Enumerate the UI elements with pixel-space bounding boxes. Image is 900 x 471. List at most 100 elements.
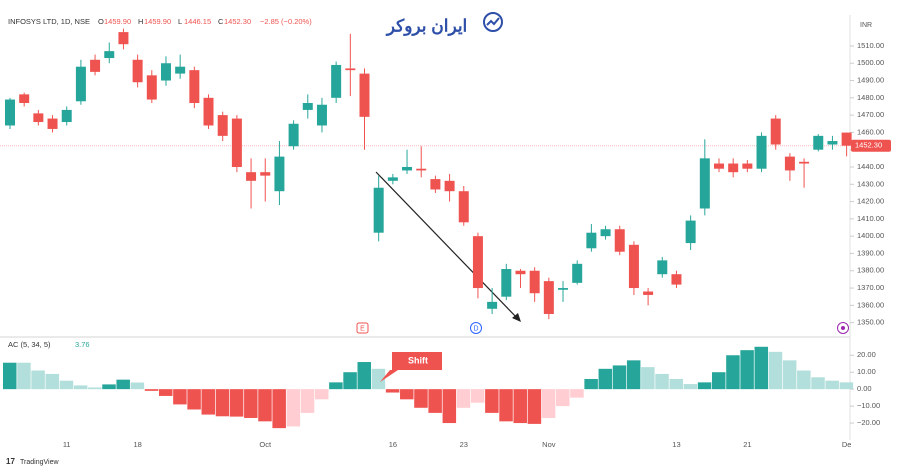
footer-brand: TradingView (20, 459, 59, 466)
y-tick-label: 1440.00 (857, 162, 884, 171)
ac-bar (513, 389, 527, 424)
ohlc-value: 1452.30 (224, 17, 251, 26)
candle-body (671, 274, 682, 285)
ac-bar (158, 389, 173, 396)
ac-bar (570, 389, 584, 398)
ac-bar (470, 389, 485, 403)
candle-body (699, 158, 710, 209)
annotation: Shift (408, 355, 428, 365)
ac-bar (626, 360, 641, 390)
ac-bar (726, 355, 740, 390)
x-tick-label: De (842, 440, 852, 449)
ac-bar (357, 362, 371, 390)
indicator-value: 3.76 (75, 340, 90, 349)
currency: INR (860, 22, 872, 29)
ac-bar (782, 360, 797, 390)
ac-bar (428, 389, 442, 413)
ac-bar (485, 389, 499, 413)
x-tick-label: 21 (743, 440, 751, 449)
watermark-logo (483, 12, 504, 32)
ac-bar (499, 389, 513, 422)
event-marker: D (473, 325, 478, 332)
candle-body (104, 51, 115, 59)
ac-bar (201, 389, 216, 415)
ac-bar (229, 389, 244, 417)
y-tick-label: 1500.00 (857, 58, 884, 67)
x-tick-label: 16 (389, 440, 397, 449)
candle-body (61, 109, 72, 123)
candle-body (132, 59, 143, 83)
y-tick-label: 1390.00 (857, 248, 884, 257)
ac-bar (825, 380, 839, 390)
ac-bar (456, 389, 471, 408)
ohlc-key: O (98, 17, 104, 26)
ac-bar (130, 382, 145, 390)
last-price-tag (851, 139, 891, 152)
candle-body (274, 156, 285, 192)
ac-bar (754, 346, 769, 390)
ac-bar (811, 377, 825, 390)
y-tick-label: 1420.00 (857, 197, 884, 206)
y-tick-label: 1510.00 (857, 41, 884, 50)
ac-bar (173, 389, 187, 405)
ac-bar (740, 350, 754, 390)
candle-body (387, 177, 398, 181)
candle-body (444, 180, 455, 192)
candle-body (118, 32, 129, 45)
ac-bar (584, 378, 598, 390)
ac-bar (655, 373, 669, 390)
ac-bar (768, 351, 783, 390)
ac-bar (3, 362, 17, 390)
candle-body (827, 141, 838, 145)
ac-bar (258, 389, 272, 422)
candle-body (714, 163, 724, 169)
ac-bar (669, 378, 683, 390)
candle-body (217, 115, 228, 136)
y-tick-label: −20.00 (857, 418, 880, 427)
ohlc-value: 1446.15 (184, 17, 211, 26)
ac-bar (144, 389, 159, 391)
candle-body (359, 73, 370, 117)
ac-bar (59, 380, 74, 390)
ohlc-value: 1459.90 (144, 17, 171, 26)
candle-body (841, 132, 852, 146)
ac-bar (697, 382, 712, 390)
candle-body (515, 270, 526, 275)
x-tick-label: 18 (133, 440, 141, 449)
ac-bar (385, 389, 400, 393)
candle-body (600, 229, 611, 237)
candle-body (160, 63, 171, 81)
ac-bar (244, 389, 258, 418)
candle-body (246, 172, 257, 181)
candle-body (302, 103, 313, 110)
y-tick-label: 10.00 (857, 367, 876, 376)
arrow-line (375, 171, 520, 321)
x-tick-label: 11 (63, 440, 71, 449)
candle-body (543, 281, 554, 314)
candle-body (260, 172, 271, 176)
event-box (356, 322, 369, 334)
ohlc-key: H (138, 17, 143, 26)
ohlc-value: 1459.90 (104, 17, 131, 26)
ac-bar (442, 389, 457, 424)
candle-body (288, 123, 299, 147)
candle-body (430, 179, 441, 190)
y-tick-label: 1350.00 (857, 318, 884, 327)
candle-body (529, 270, 540, 294)
ac-bar (556, 389, 570, 407)
candle-body (813, 135, 824, 150)
event-marker: E (360, 325, 365, 332)
ac-bar (797, 370, 811, 390)
candle-body (33, 113, 44, 123)
y-tick-label: 1370.00 (857, 283, 884, 292)
x-tick-label: 23 (460, 440, 468, 449)
ac-bar (683, 384, 698, 390)
y-tick-label: 0.00 (857, 384, 872, 393)
ac-bar (839, 382, 854, 390)
y-tick-label: 1360.00 (857, 300, 884, 309)
candle-body (416, 168, 427, 171)
candle-body (458, 191, 469, 223)
candle-body (316, 104, 327, 126)
ac-bar (329, 382, 343, 390)
